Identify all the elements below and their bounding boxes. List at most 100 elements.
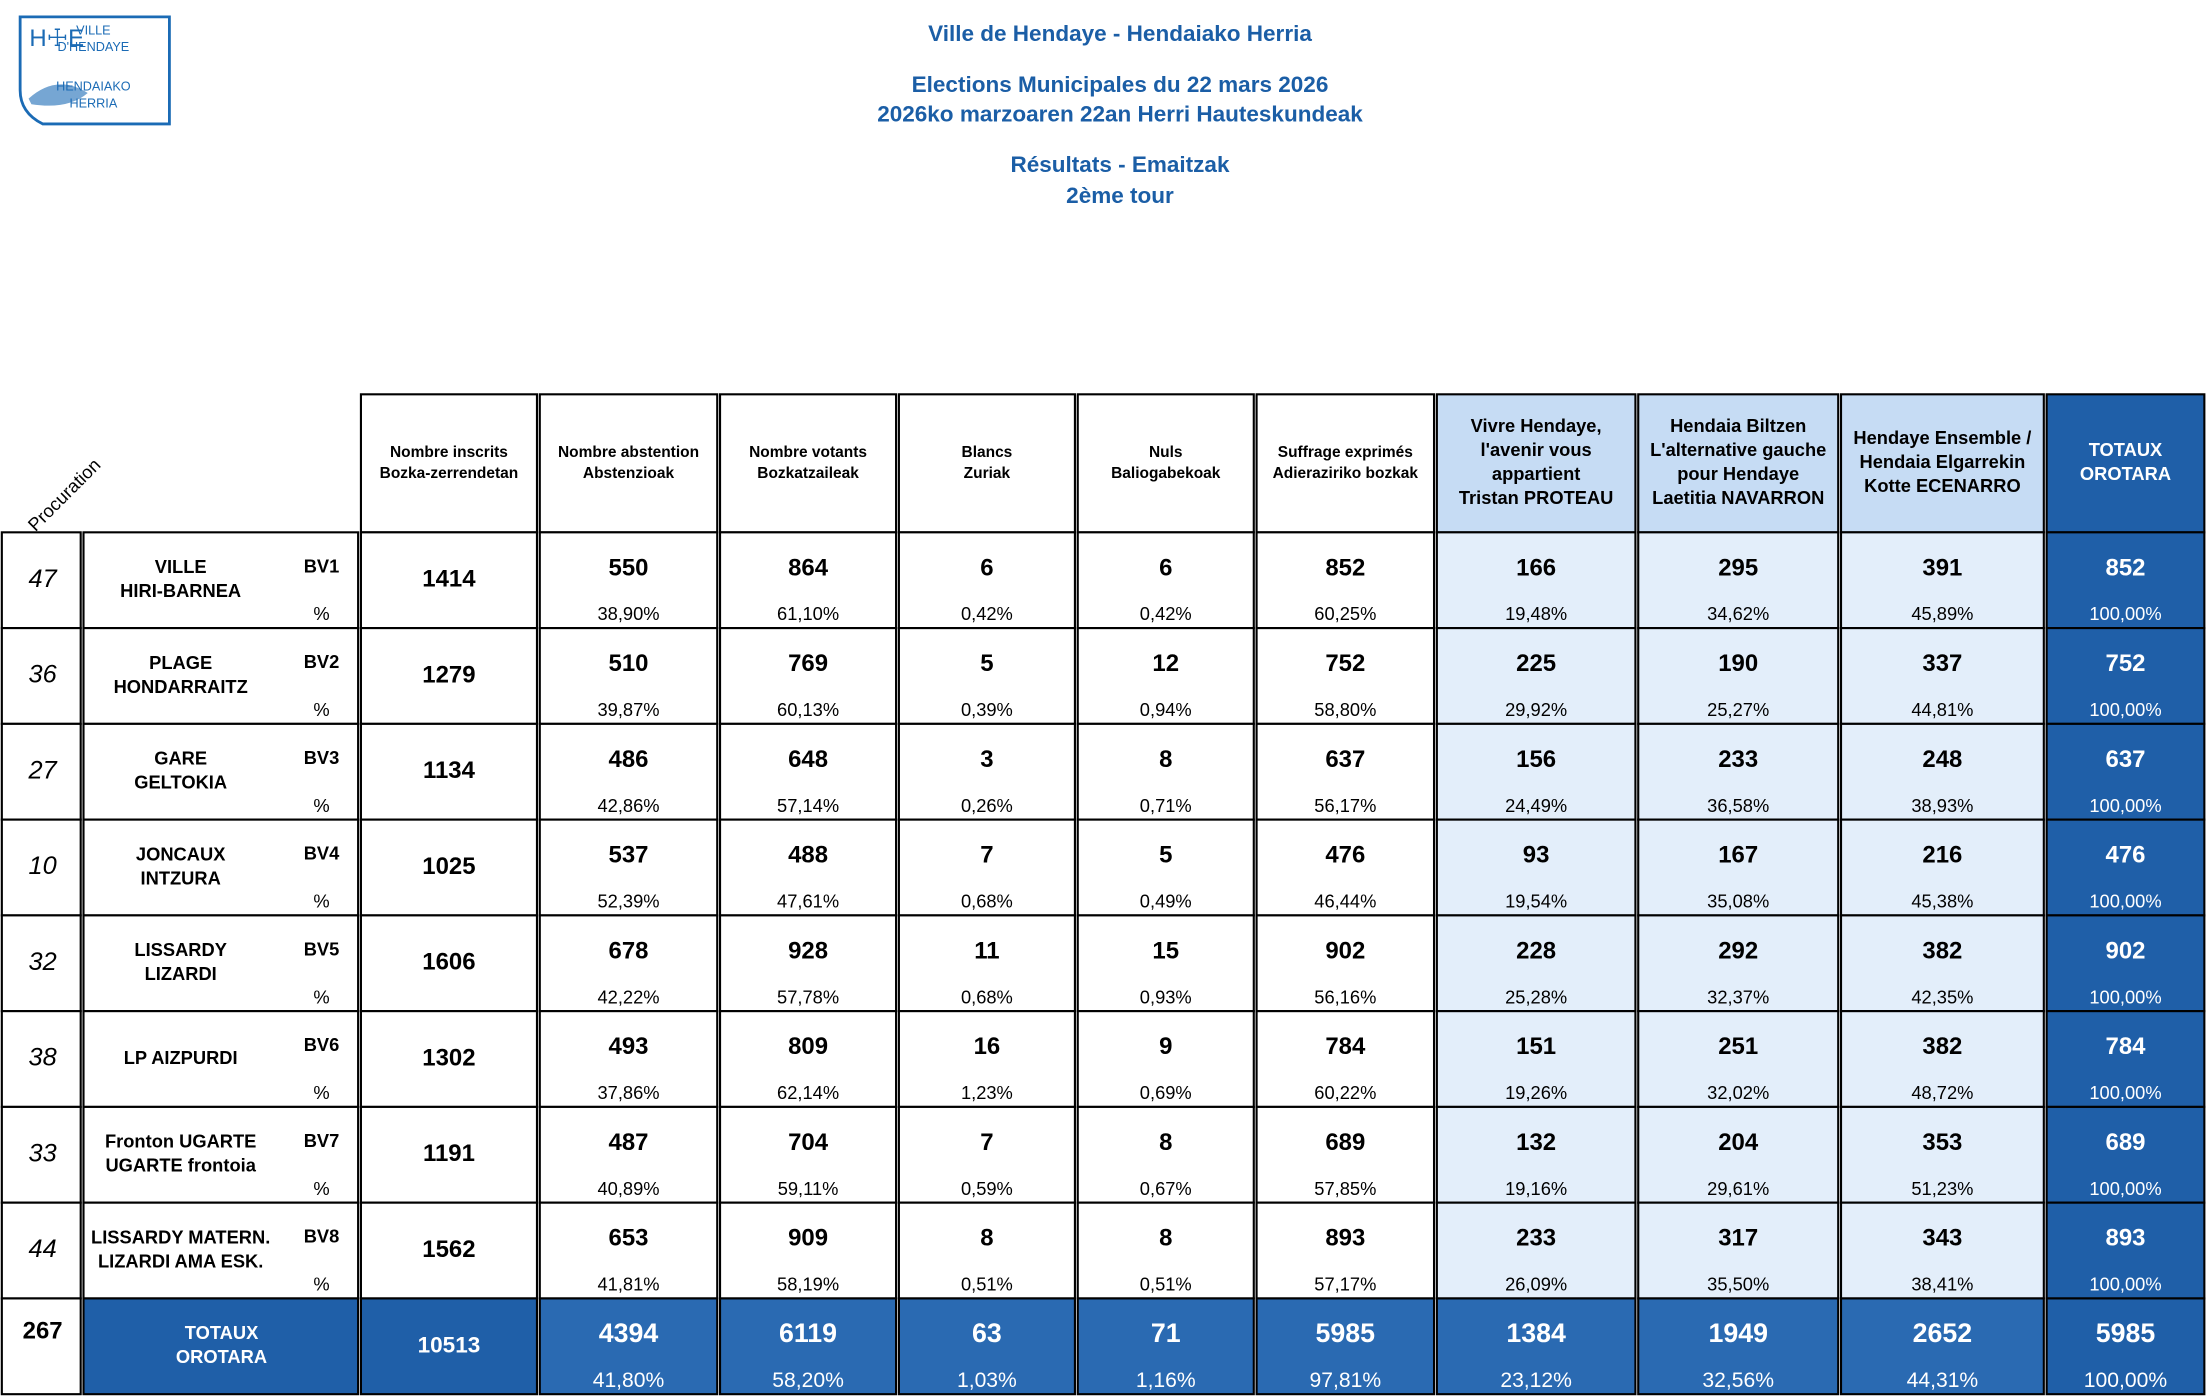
header-cell (1435, 393, 1637, 534)
cell (1637, 1297, 1840, 1396)
cell (538, 1105, 719, 1204)
bureau-name: HIRI-BARNEA (120, 580, 241, 601)
header-cell (1839, 393, 2045, 534)
percent: 32,37% (1707, 986, 1769, 1007)
percent: 48,72% (1911, 1082, 1973, 1103)
inscrits: 1191 (423, 1140, 475, 1167)
cell (359, 914, 539, 1013)
count: 852 (1325, 554, 1365, 581)
count: 7 (980, 842, 993, 869)
percent: 1,23% (961, 1082, 1013, 1103)
percent: 0,68% (961, 986, 1013, 1007)
percent: 0,94% (1140, 699, 1192, 720)
percent: 58,19% (777, 1274, 839, 1295)
percent: 29,92% (1505, 699, 1567, 720)
count: 7 (980, 1129, 993, 1156)
percent: 25,27% (1707, 699, 1769, 720)
procuration: 36 (29, 661, 58, 689)
bureau-name: INTZURA (141, 867, 221, 888)
cell (2045, 531, 2206, 630)
cell (82, 1105, 360, 1204)
inscrits: 1302 (422, 1044, 475, 1071)
cell (1839, 722, 2045, 821)
bureau-name: PLAGE (149, 652, 212, 673)
count: 156 (1516, 746, 1556, 773)
bureau-name: HONDARRAITZ (114, 676, 248, 697)
procuration: 10 (29, 852, 57, 880)
logo-frame (18, 15, 171, 126)
count: 5 (1159, 842, 1172, 869)
percent: 35,50% (1707, 1274, 1769, 1295)
bureau-code: BV5 (304, 938, 340, 959)
count: 678 (609, 937, 649, 964)
count: 9 (1159, 1033, 1172, 1060)
count: 216 (1922, 842, 1962, 869)
inscrits: 1279 (422, 661, 475, 688)
cell (2045, 1297, 2206, 1396)
bureau-name: VILLE (155, 556, 207, 577)
percent: 19,48% (1505, 603, 1567, 624)
count: 909 (788, 1225, 828, 1252)
cell (1076, 722, 1255, 821)
bureau-code: BV7 (304, 1130, 340, 1151)
percent: 58,20% (772, 1369, 844, 1392)
percent: 57,17% (1314, 1274, 1376, 1295)
header-text: l'avenir vous (1481, 439, 1592, 460)
header-text: TOTAUX (2089, 439, 2163, 460)
header-text: Baliogabekoak (1111, 465, 1221, 482)
logo-mark: H☩E (29, 25, 84, 52)
inscrits: 1606 (422, 949, 475, 976)
cell (897, 627, 1076, 725)
cell (82, 914, 360, 1013)
cell (1255, 1297, 1436, 1396)
percent: 100,00% (2089, 891, 2161, 912)
percent-sign: % (313, 986, 329, 1007)
header-cell (897, 393, 1076, 534)
count: 689 (2106, 1129, 2146, 1156)
header-text: Zuriak (964, 465, 1011, 482)
cell (359, 1297, 539, 1396)
percent: 0,93% (1140, 986, 1192, 1007)
percent: 39,87% (597, 699, 659, 720)
bureau-name: JONCAUX (136, 843, 226, 864)
percent: 56,17% (1314, 795, 1376, 816)
percent: 19,54% (1505, 891, 1567, 912)
percent: 61,10% (777, 603, 839, 624)
cell (0, 1105, 82, 1204)
percent: 0,71% (1140, 795, 1192, 816)
cell (359, 722, 539, 821)
count: 343 (1922, 1225, 1962, 1252)
count: 550 (609, 554, 649, 581)
cell (0, 1297, 82, 1396)
count: 493 (609, 1033, 649, 1060)
cell (897, 722, 1076, 821)
count: 292 (1718, 937, 1758, 964)
percent: 60,25% (1314, 603, 1376, 624)
percent: 57,14% (777, 795, 839, 816)
percent: 1,03% (957, 1369, 1017, 1392)
inscrits: 1134 (423, 757, 476, 784)
percent: 0,69% (1140, 1082, 1192, 1103)
cell (1435, 627, 1637, 725)
cell (359, 1010, 539, 1108)
cell (718, 1297, 898, 1396)
percent: 100,00% (2089, 986, 2161, 1007)
cell (718, 818, 898, 917)
count: 167 (1718, 842, 1758, 869)
count: 1384 (1506, 1318, 1566, 1348)
count: 8 (1159, 1129, 1172, 1156)
count: 71 (1151, 1318, 1181, 1348)
cell (2045, 1010, 2206, 1108)
cell (359, 818, 539, 917)
count: 852 (2106, 554, 2146, 581)
count: 391 (1922, 554, 1962, 581)
count: 225 (1516, 650, 1556, 677)
count: 3 (980, 746, 993, 773)
bureau-name: LP AIZPURDI (124, 1047, 238, 1068)
count: 382 (1922, 937, 1962, 964)
percent: 42,35% (1911, 986, 1973, 1007)
percent: 100,00% (2089, 1274, 2161, 1295)
count: 864 (788, 554, 829, 581)
header-text: Laetitia NAVARRON (1652, 487, 1824, 508)
